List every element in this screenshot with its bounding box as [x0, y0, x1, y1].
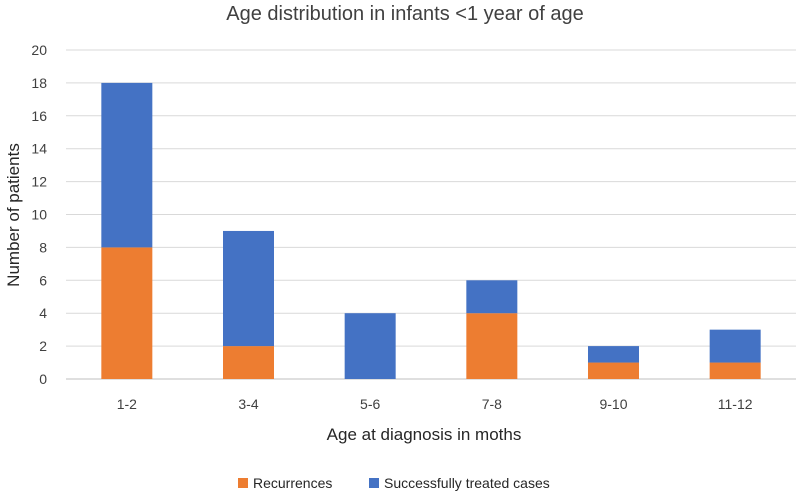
bar-successfully-treated-3-4	[223, 230, 274, 347]
bar-recurrences-11-12	[709, 362, 761, 379]
y-tick-label: 12	[31, 174, 47, 190]
y-axis-title: Number of patients	[4, 143, 23, 287]
bar-successfully-treated-5-6	[344, 313, 396, 379]
legend-label-recurrences: Recurrences	[253, 475, 332, 491]
y-tick-label: 14	[31, 141, 47, 157]
x-tick-label: 5-6	[360, 396, 380, 412]
gridlines	[66, 49, 796, 380]
bar-recurrences-3-4	[223, 346, 274, 379]
bar-successfully-treated-11-12	[709, 329, 761, 363]
bar-successfully-treated-7-8	[466, 280, 518, 314]
bar-recurrences-1-2	[101, 247, 153, 379]
legend-swatch-successfully-treated	[369, 478, 379, 488]
bars	[101, 82, 761, 379]
y-tick-label: 2	[39, 338, 47, 354]
y-axis-ticks: 0 2 4 6 8 10 12 14 16 18 20	[31, 42, 47, 387]
bar-recurrences-7-8	[466, 313, 518, 379]
legend-swatch-recurrences	[238, 478, 248, 488]
x-axis-title: Age at diagnosis in moths	[327, 425, 522, 444]
x-tick-label: 11-12	[718, 396, 753, 412]
y-tick-label: 18	[31, 75, 47, 91]
y-tick-label: 4	[39, 305, 47, 321]
chart-title: Age distribution in infants <1 year of a…	[226, 3, 583, 25]
legend-label-successfully-treated: Successfully treated cases	[384, 475, 550, 491]
x-tick-label: 9-10	[599, 396, 627, 412]
y-tick-label: 20	[31, 42, 47, 58]
y-tick-label: 6	[39, 272, 47, 288]
x-tick-label: 1-2	[117, 396, 137, 412]
y-tick-label: 0	[39, 371, 47, 387]
x-tick-label: 3-4	[238, 396, 258, 412]
bar-successfully-treated-1-2	[101, 82, 153, 248]
y-tick-label: 16	[31, 108, 47, 124]
x-axis-ticks: 1-2 3-4 5-6 7-8 9-10 11-12	[117, 396, 753, 412]
y-tick-label: 8	[39, 239, 47, 255]
bar-successfully-treated-9-10	[588, 346, 639, 363]
legend: Recurrences Successfully treated cases	[238, 475, 550, 491]
bar-recurrences-9-10	[588, 362, 639, 379]
x-tick-label: 7-8	[482, 396, 502, 412]
y-tick-label: 10	[31, 207, 47, 223]
